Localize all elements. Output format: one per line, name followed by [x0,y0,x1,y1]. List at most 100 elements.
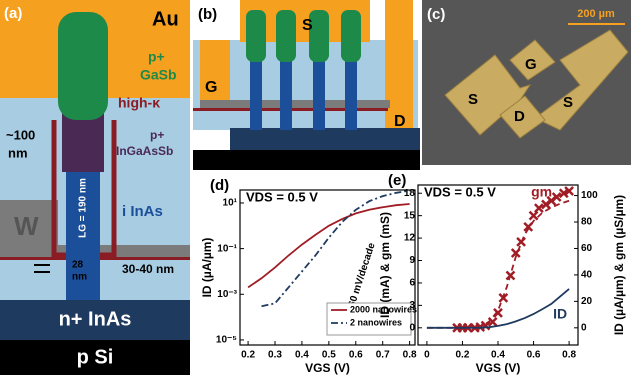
label: LG = 190 nm [78,178,89,238]
p-si [193,150,420,170]
y-tick-label: 9 [409,255,415,266]
label: S [563,94,573,111]
marker [558,188,569,199]
y-tick-label: 10¹ [223,198,238,209]
x-tick-label: 0.2 [455,350,469,361]
x-tick-label: 0 [424,350,430,361]
drain-contact [385,0,413,135]
y-tick-label: 10⁻¹ [217,243,237,254]
y2-tick-label: 60 [581,243,593,254]
annotation: VDS = 0.5 V [246,189,318,204]
n-inas [0,300,190,340]
panel-a: (a) Au p+ GaSb high-κ ~100 nm p+ InGaAsS… [0,0,190,375]
series-label: ID [553,306,567,322]
legend-label: 2000 nanowires [350,304,417,314]
spacer [108,200,190,245]
y2-axis-label: ID (µA/µm) & gm (µS/µm) [612,195,626,335]
panel-label: (a) [4,5,22,22]
label: i InAs [122,203,163,220]
scale-label: 200 µm [577,8,615,20]
y-tick-label: 6 [409,278,415,289]
marker [487,316,498,327]
label: p+ [150,128,164,142]
y2-tick-label: 0 [581,322,587,333]
panel-b: (b) S G D [193,0,420,170]
label: p+ [148,49,165,65]
spacer-layer [193,40,418,130]
marker [534,203,544,214]
label: GaSb [140,67,177,83]
label: 30-40 nm [122,262,174,276]
label: Au [152,8,179,30]
series-line [261,189,410,308]
label: n+ InAs [59,308,132,330]
w-gate [0,200,58,245]
marker [564,186,574,196]
panel-label: (c) [427,6,445,23]
label: high-κ [118,95,160,111]
y2-tick-label: 100 [581,190,598,201]
marker [528,210,539,221]
x-tick-label: 0.8 [562,350,576,361]
label: D [514,108,525,125]
n-inas [230,128,420,150]
x-tick-label: 0.4 [295,350,309,361]
label: 28 [72,260,84,271]
p-si [0,340,190,375]
x-tick-label: 0.6 [527,350,541,361]
gasb-cap [58,12,108,120]
panel-c: (c) 200 µm S G D S [422,0,631,165]
label: nm [72,272,87,283]
gate-layer [200,100,390,108]
label: p Si [77,346,114,368]
x-tick-label: 0.3 [268,350,282,361]
series-line [247,203,410,289]
label: G [205,79,217,96]
x-tick-label: 0.2 [241,350,255,361]
annotation: VDS = 0.5 V [424,184,496,199]
y-tick-label: 10⁻³ [217,289,237,300]
label: G [525,56,537,73]
marker [493,307,503,318]
x-tick-label: 0.4 [491,350,505,361]
nanowires [250,60,357,130]
x-tick-label: 0.5 [322,350,336,361]
label: nm [8,145,28,160]
y2-tick-label: 40 [581,270,593,281]
marker [551,192,562,202]
y-tick-label: 15 [404,210,416,221]
label: S [302,17,313,34]
label: S [468,91,478,108]
label: D [394,113,406,130]
gasb-caps [246,10,361,62]
inas-channel [66,170,100,300]
x-tick-label: 0.6 [349,350,363,361]
y-tick-label: 18 [404,188,416,199]
series-line [426,288,570,329]
y-tick-label: 3 [409,300,415,311]
x-axis-label: VGS (V) [305,361,350,375]
x-tick-label: 0.8 [403,350,417,361]
y-axis-label: ID (µA/µm) [200,238,214,298]
annotation: 60 mV/decade [347,241,378,308]
y-tick-label: 12 [404,233,416,244]
label: ~100 [6,127,35,142]
label: InGaAsSb [116,144,173,158]
panel-label: (b) [198,6,217,23]
y2-tick-label: 20 [581,296,593,307]
series-line [426,199,570,329]
ingaassb [62,110,104,172]
series-label: gm [531,184,552,200]
legend-label: 2 nanowires [350,317,402,327]
y-tick-label: 0 [409,322,415,333]
x-tick-label: 0.7 [376,350,390,361]
panel-label: (e) [388,172,406,189]
legend-box [326,302,412,336]
y-tick-label: 10⁻⁵ [216,335,237,346]
y2-tick-label: 80 [581,217,593,228]
y-axis-label: ID (mA) & gm (mS) [378,212,392,318]
pads [444,29,629,139]
x-axis-label: VGS (V) [476,361,521,375]
panel-label: (d) [210,177,229,194]
